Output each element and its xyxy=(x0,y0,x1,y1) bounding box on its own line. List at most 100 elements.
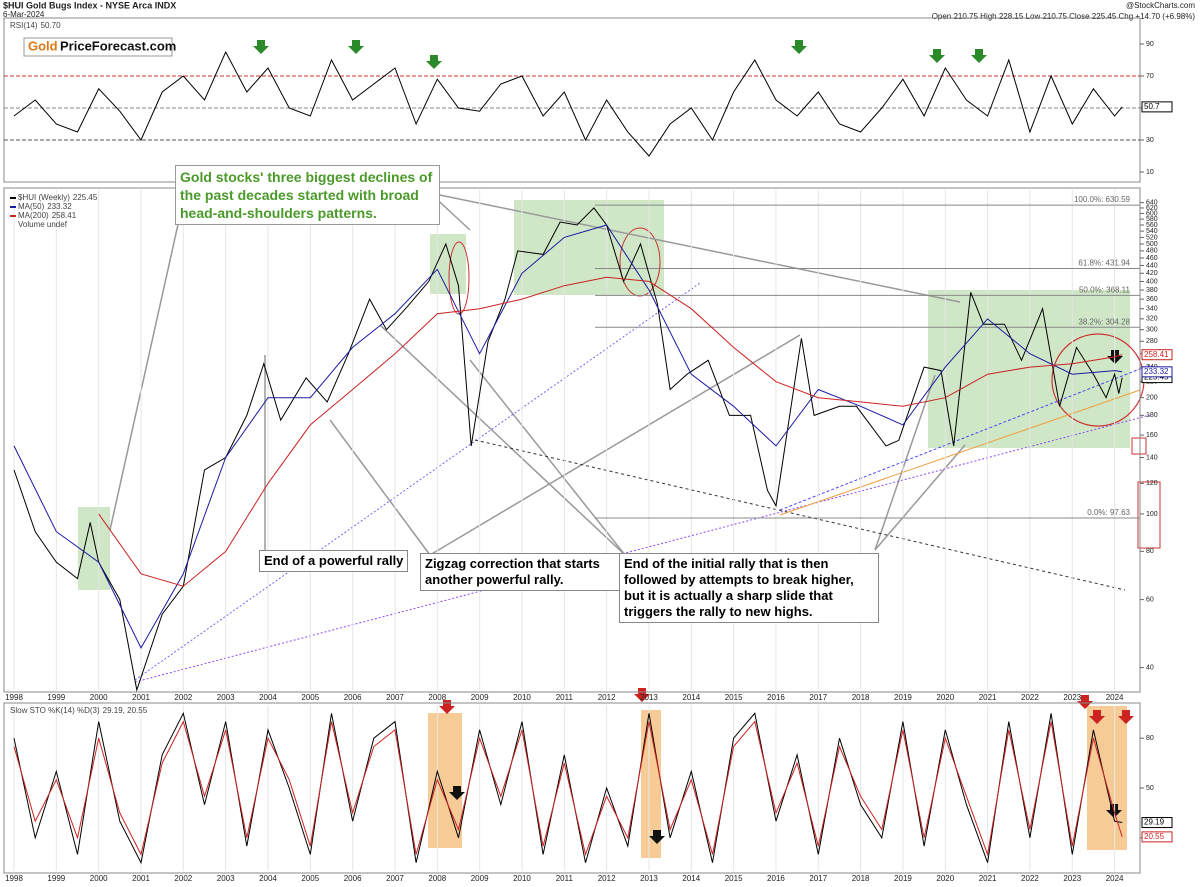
panel-title-name: RSI(14) xyxy=(10,21,38,30)
value-tag-label: 258.41 xyxy=(1144,350,1169,359)
logo-gold: Gold xyxy=(28,38,58,53)
legend-value: 233.32 xyxy=(47,202,72,211)
y-tick-label: 420 xyxy=(1146,270,1158,277)
panel-frame xyxy=(3,702,1141,874)
value-tag xyxy=(1141,366,1173,378)
highlight-box xyxy=(78,507,110,590)
x-tick-label: 2002 xyxy=(174,693,192,702)
value-tag xyxy=(1141,831,1173,843)
x-tick-label: 2016 xyxy=(767,693,785,702)
circle-marker xyxy=(448,241,470,315)
panel-title: Slow STO %K(14) %D(3) 29.19, 20.55 xyxy=(10,706,148,715)
legend-value: 258.41 xyxy=(52,211,77,220)
circle-marker xyxy=(619,227,661,297)
fib-label: 50.0%: 368.11 xyxy=(1079,285,1131,294)
fib-label: 100.0%: 630.59 xyxy=(1074,195,1131,204)
x-tick-label: 2005 xyxy=(301,874,319,883)
series-line xyxy=(13,720,1123,857)
x-tick-label: 2020 xyxy=(936,874,954,883)
x-tick-label: 2010 xyxy=(513,874,531,883)
box-marker xyxy=(1137,481,1161,549)
x-tick-label: 2004 xyxy=(259,874,277,883)
x-tick-label: 2024 xyxy=(1106,693,1124,702)
legend-extra: Volume undef xyxy=(18,220,68,229)
series-line xyxy=(98,276,1123,587)
value-tag-label: 20.55 xyxy=(1144,832,1165,841)
x-tick-label: 2018 xyxy=(852,693,870,702)
highlight-box xyxy=(928,290,1130,448)
logo-box xyxy=(23,37,173,57)
x-tick-label: 2001 xyxy=(132,874,150,883)
y-tick-label: 500 xyxy=(1146,241,1158,248)
x-tick-label: 2015 xyxy=(725,693,743,702)
y-tick-label: 70 xyxy=(1146,73,1154,80)
panel-title-value: 29.19, 20.55 xyxy=(103,706,148,715)
x-tick-label: 2003 xyxy=(217,693,235,702)
panel-frame xyxy=(3,17,1141,183)
x-tick-label: 2019 xyxy=(894,693,912,702)
x-tick-label: 2015 xyxy=(725,874,743,883)
value-tag-label: 29.19 xyxy=(1144,818,1165,827)
y-tick-label: 40 xyxy=(1146,664,1154,671)
y-tick-label: 100 xyxy=(1146,511,1158,518)
y-tick-label: 320 xyxy=(1146,316,1158,323)
y-tick-label: 140 xyxy=(1146,454,1158,461)
x-tick-label: 2012 xyxy=(598,874,616,883)
y-tick-label: 300 xyxy=(1146,327,1158,334)
symbol: $HUI Gold Bugs Index - NYSE Arca INDX xyxy=(3,0,176,10)
fib-label: 38.2%: 304.28 xyxy=(1078,317,1130,326)
y-tick-label: 10 xyxy=(1146,169,1154,176)
y-tick-label: 180 xyxy=(1146,412,1158,419)
x-tick-label: 2017 xyxy=(809,693,827,702)
y-tick-label: 640 xyxy=(1146,199,1158,206)
y-tick-label: 60 xyxy=(1146,596,1154,603)
y-tick-label: 580 xyxy=(1146,216,1158,223)
x-tick-label: 2006 xyxy=(344,874,362,883)
x-tick-label: 2009 xyxy=(471,693,489,702)
fib-label: 0.0%: 97.63 xyxy=(1087,508,1130,517)
legend-value: 225.45 xyxy=(73,193,98,202)
y-tick-label: 340 xyxy=(1146,306,1158,313)
highlight-box xyxy=(641,710,661,858)
value-tag-label: 233.32 xyxy=(1144,367,1169,376)
annotation: End of a powerful rally xyxy=(259,550,409,572)
y-tick-label: 600 xyxy=(1146,210,1158,217)
x-tick-label: 2020 xyxy=(936,693,954,702)
y-tick-label: 80 xyxy=(1146,735,1154,742)
y-tick-label: 540 xyxy=(1146,228,1158,235)
highlight-box xyxy=(428,713,462,848)
y-tick-label: 520 xyxy=(1146,234,1158,241)
x-tick-label: 2004 xyxy=(259,693,277,702)
x-tick-label: 2002 xyxy=(174,874,192,883)
date: 6-Mar-2024 xyxy=(3,10,45,19)
x-tick-label: 2022 xyxy=(1021,874,1039,883)
x-tick-label: 2013 xyxy=(640,874,658,883)
legend-name: $HUI (Weekly) xyxy=(18,193,70,202)
highlight-box xyxy=(1087,706,1127,850)
y-tick-label: 120 xyxy=(1146,480,1158,487)
x-tick-label: 2022 xyxy=(1021,693,1039,702)
value-tag xyxy=(1141,817,1173,829)
y-tick-label: 620 xyxy=(1146,205,1158,212)
legend-label: $HUI (Weekly) 225.45 xyxy=(18,193,98,202)
x-tick-label: 2000 xyxy=(90,874,108,883)
y-tick-label: 440 xyxy=(1146,262,1158,269)
series-line xyxy=(13,207,1123,692)
trend-lines xyxy=(134,282,1151,683)
x-tick-label: 2021 xyxy=(979,693,997,702)
x-tick-label: 2008 xyxy=(428,693,446,702)
panel-title-name: Slow STO %K(14) %D(3) xyxy=(10,706,100,715)
x-tick-label: 2011 xyxy=(556,693,574,702)
y-tick-label: 80 xyxy=(1146,548,1154,555)
x-tick-label: 2007 xyxy=(386,874,404,883)
x-tick-label: 2021 xyxy=(979,874,997,883)
y-tick-label: 50 xyxy=(1146,785,1154,792)
x-tick-label: 2011 xyxy=(556,874,574,883)
y-tick-label: 460 xyxy=(1146,255,1158,262)
panel-title-value: 50.70 xyxy=(41,21,62,30)
value-tag-label: 50.7 xyxy=(1144,102,1160,111)
x-tick-label: 2023 xyxy=(1063,874,1081,883)
fib-label: 61.8%: 431.94 xyxy=(1078,259,1130,268)
legend-label: MA(200) 258.41 xyxy=(18,211,77,220)
x-tick-label: 2006 xyxy=(344,693,362,702)
